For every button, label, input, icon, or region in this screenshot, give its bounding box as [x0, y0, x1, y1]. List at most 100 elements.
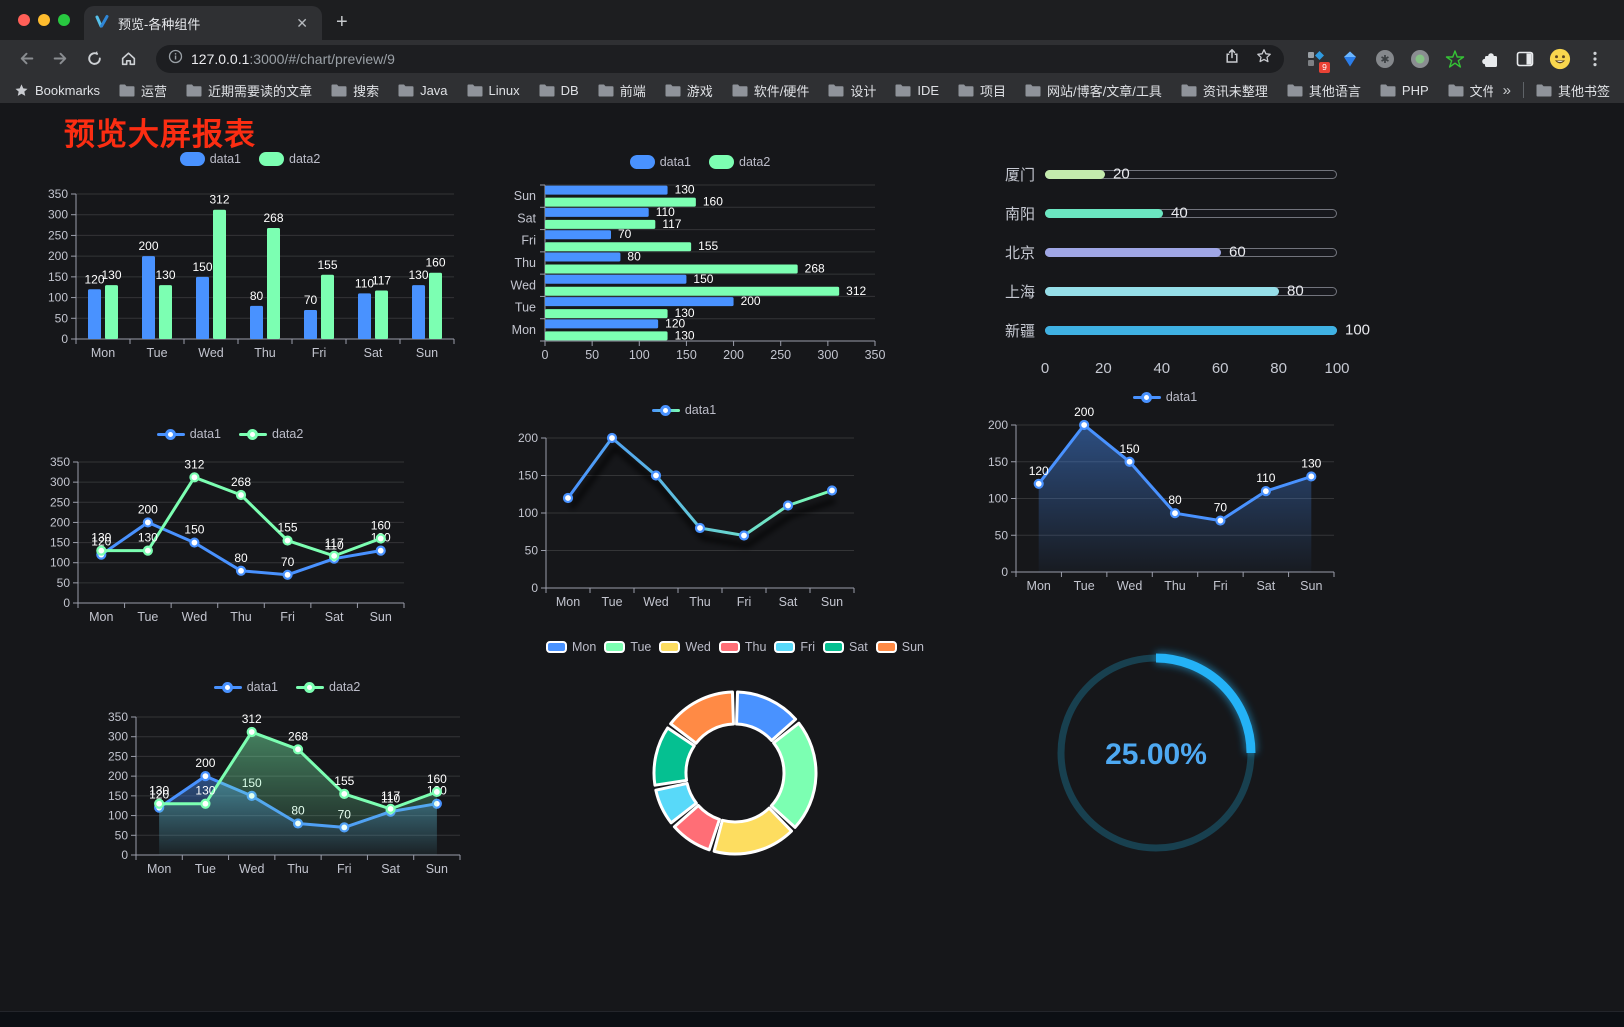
bookmarks-overflow-chevron[interactable]: »	[1502, 81, 1511, 99]
bookmark-folder[interactable]: Java	[398, 83, 448, 98]
bar-grouped-legend[interactable]: data1 data2	[40, 152, 460, 166]
area-dual-legend[interactable]: data1 data2	[108, 680, 466, 694]
bookmark-folder[interactable]: 软件/硬件	[732, 81, 809, 100]
legend-item[interactable]: data2	[239, 427, 303, 441]
grouped-bar-chart[interactable]: data1 data2 0 50 100 150 200 250 300 350 Mon Tue Wed…	[40, 150, 460, 370]
svg-text:200: 200	[138, 502, 158, 516]
svg-text:Mon: Mon	[512, 323, 536, 337]
line-dual-legend[interactable]: data1 data2	[48, 427, 412, 441]
bookmark-folder[interactable]: IDE	[895, 83, 939, 98]
legend-item[interactable]: Wed	[659, 640, 711, 654]
extension-dot-icon[interactable]	[1409, 48, 1431, 70]
bookmark-folder[interactable]: DB	[539, 83, 579, 98]
gauge-progress-chart[interactable]: 25.00%	[1054, 651, 1258, 855]
svg-text:350: 350	[108, 710, 128, 724]
svg-text:Fri: Fri	[312, 346, 327, 360]
dual-line-chart[interactable]: data1 data2 0 50 100 150 200 250 300 350 Mon Tue Wed…	[48, 425, 412, 644]
bookmark-folder[interactable]: 设计	[828, 81, 876, 100]
horizontal-bar-chart[interactable]: data1 data2 0 50 100 150 200 250 300 350 Sun Sat Fri…	[500, 153, 900, 379]
svg-text:Sat: Sat	[381, 862, 400, 876]
svg-text:Sun: Sun	[1300, 579, 1322, 593]
donut-chart[interactable]: Mon Tue Wed Thu Fri Sat Sun	[545, 638, 924, 896]
new-tab-button[interactable]: +	[336, 11, 348, 33]
legend-item[interactable]: data2	[709, 155, 770, 169]
bookmark-folder[interactable]: 近期需要读的文章	[186, 81, 312, 100]
legend-item[interactable]: data1	[156, 427, 221, 441]
area-single-legend[interactable]: data1	[988, 390, 1342, 404]
minimize-window-button[interactable]	[38, 14, 50, 26]
svg-text:Tue: Tue	[601, 595, 622, 609]
legend-item[interactable]: data2	[296, 680, 360, 694]
progress-row: 厦门 20	[995, 165, 1365, 184]
svg-text:100: 100	[108, 809, 128, 823]
legend-item[interactable]: Tue	[604, 640, 651, 654]
svg-text:312: 312	[209, 193, 229, 207]
bookmarks-manager[interactable]: Bookmarks	[14, 83, 100, 98]
svg-text:Sun: Sun	[370, 610, 392, 624]
svg-text:Thu: Thu	[254, 346, 276, 360]
legend-item[interactable]: data1	[651, 403, 716, 417]
extensions-puzzle-icon[interactable]	[1479, 48, 1501, 70]
hbar-grouped-legend[interactable]: data1 data2	[500, 155, 900, 169]
close-window-button[interactable]	[18, 14, 30, 26]
extension-snowflake-icon[interactable]: ✱	[1374, 48, 1396, 70]
reload-icon[interactable]	[80, 45, 108, 73]
svg-text:130: 130	[1301, 456, 1321, 470]
tab-close-icon[interactable]: ✕	[296, 14, 308, 31]
svg-text:0: 0	[61, 332, 68, 346]
legend-item[interactable]: data1	[629, 155, 691, 169]
legend-item[interactable]: Mon	[545, 640, 596, 654]
side-panel-icon[interactable]	[1514, 48, 1536, 70]
svg-text:100: 100	[48, 291, 68, 305]
svg-text:130: 130	[155, 268, 175, 282]
bookmark-folder[interactable]: 游戏	[665, 81, 713, 100]
legend-item[interactable]: data1	[213, 680, 278, 694]
legend-item[interactable]: Fri	[774, 640, 815, 654]
forward-icon[interactable]	[46, 45, 74, 73]
bookmark-folder[interactable]: 网站/博客/文章/工具	[1025, 81, 1162, 100]
legend-item[interactable]: data1	[1132, 390, 1197, 404]
svg-text:Fri: Fri	[337, 862, 352, 876]
svg-text:100: 100	[518, 506, 538, 520]
legend-item[interactable]: Thu	[718, 640, 766, 654]
bookmark-folder[interactable]: PHP	[1380, 83, 1429, 98]
menu-kebab-icon[interactable]	[1584, 48, 1606, 70]
svg-text:130: 130	[101, 268, 121, 282]
bookmark-folder[interactable]: 资讯未整理	[1181, 81, 1268, 100]
bookmark-folder[interactable]: 搜索	[331, 81, 379, 100]
share-icon[interactable]	[1224, 48, 1240, 69]
donut-legend[interactable]: Mon Tue Wed Thu Fri Sat Sun	[545, 640, 924, 654]
dual-area-chart[interactable]: data1 data2 0 50 100 150 200 250 300 350 Mon Tue Wed…	[108, 678, 466, 899]
bookmark-folder[interactable]: 前端	[598, 81, 646, 100]
home-icon[interactable]	[114, 45, 142, 73]
extension-gem-icon[interactable]	[1339, 48, 1361, 70]
single-area-chart[interactable]: data1 0 50 100 150 200 Mon Tue Wed Thu Fri Sat Sun 12…	[988, 388, 1342, 601]
bookmark-folder[interactable]: Linux	[467, 83, 520, 98]
legend-item[interactable]: data2	[259, 152, 320, 166]
other-bookmarks-folder[interactable]: 其他书签	[1536, 81, 1610, 100]
zoom-window-button[interactable]	[58, 14, 70, 26]
extension-grid-icon[interactable]: 9	[1304, 48, 1330, 73]
svg-text:130: 130	[675, 183, 695, 197]
svg-text:155: 155	[278, 521, 298, 535]
svg-text:50: 50	[57, 576, 71, 590]
extension-star-icon[interactable]	[1444, 48, 1466, 70]
bookmark-folder[interactable]: 运营	[119, 81, 167, 100]
bookmark-star-icon[interactable]	[1256, 48, 1272, 69]
site-info-icon[interactable]	[168, 49, 183, 69]
svg-text:150: 150	[518, 469, 538, 483]
back-icon[interactable]	[12, 45, 40, 73]
legend-item[interactable]: data1	[179, 152, 241, 166]
browser-tab[interactable]: 预览-各种组件 ✕	[84, 6, 322, 40]
gradient-line-chart[interactable]: data1 0 50 100 150 200 Mon Tue Wed Thu Fri Sat Sun	[508, 401, 860, 622]
bookmark-folder[interactable]: 项目	[958, 81, 1006, 100]
svg-text:Mon: Mon	[1027, 579, 1051, 593]
legend-item[interactable]: Sat	[823, 640, 868, 654]
legend-item[interactable]: Sun	[875, 640, 924, 654]
profile-avatar[interactable]	[1549, 48, 1571, 70]
progress-bar-list-chart[interactable]: 厦门 20 南阳 40 北京 60 上海 80 新疆 100 0 20 40 60 80 100	[995, 160, 1370, 395]
line-gradient-legend[interactable]: data1	[508, 403, 860, 417]
address-bar[interactable]: 127.0.0.1:3000/#/chart/preview/9	[156, 44, 1284, 73]
bookmark-folder[interactable]: 文件服务器	[1448, 81, 1493, 100]
bookmark-folder[interactable]: 其他语言	[1287, 81, 1361, 100]
